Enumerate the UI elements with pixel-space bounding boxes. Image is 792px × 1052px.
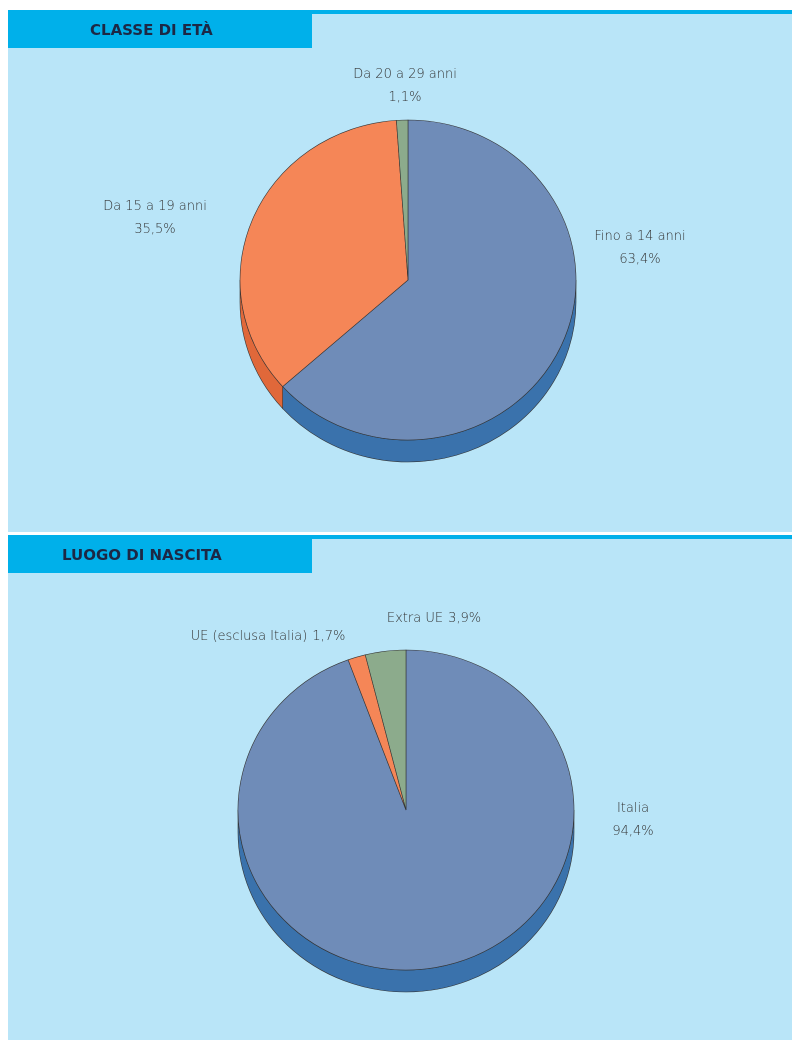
slice-label: UE (esclusa Italia) 1,7% xyxy=(191,629,346,644)
slice-label: Italia 94,4% xyxy=(612,801,653,839)
category-label: UE (esclusa Italia) xyxy=(191,629,308,644)
slice xyxy=(239,120,409,387)
slice-label: Fino a 14 anni 63,4% xyxy=(594,229,685,267)
category-label: Fino a 14 anni xyxy=(594,229,685,244)
category-label: Da 20 a 29 anni xyxy=(353,67,457,82)
value-label: 1,1% xyxy=(388,90,421,105)
slice-label: Extra UE 3,9% xyxy=(387,611,481,626)
slice-label: Da 15 a 19 anni 35,5% xyxy=(103,199,207,237)
panel-rule xyxy=(8,10,792,14)
slice xyxy=(282,119,577,441)
value-label: 94,4% xyxy=(612,824,653,839)
section-title: CLASSE DI ETÀ xyxy=(90,20,213,39)
header-box xyxy=(8,12,312,48)
slice xyxy=(396,119,409,281)
value-label: 1,7% xyxy=(312,629,345,644)
value-label: 35,5% xyxy=(134,222,175,237)
slice xyxy=(364,649,407,811)
panel-rule xyxy=(8,535,792,539)
section-title: LUOGO DI NASCITA xyxy=(62,546,222,564)
category-label: Italia xyxy=(617,801,649,816)
header-box xyxy=(8,537,312,573)
value-label: 63,4% xyxy=(619,252,660,267)
category-label: Da 15 a 19 anni xyxy=(103,199,207,214)
category-label: Extra UE xyxy=(387,611,443,626)
slice-label: Da 20 a 29 anni 1,1% xyxy=(353,67,457,105)
value-label: 3,9% xyxy=(448,611,481,626)
